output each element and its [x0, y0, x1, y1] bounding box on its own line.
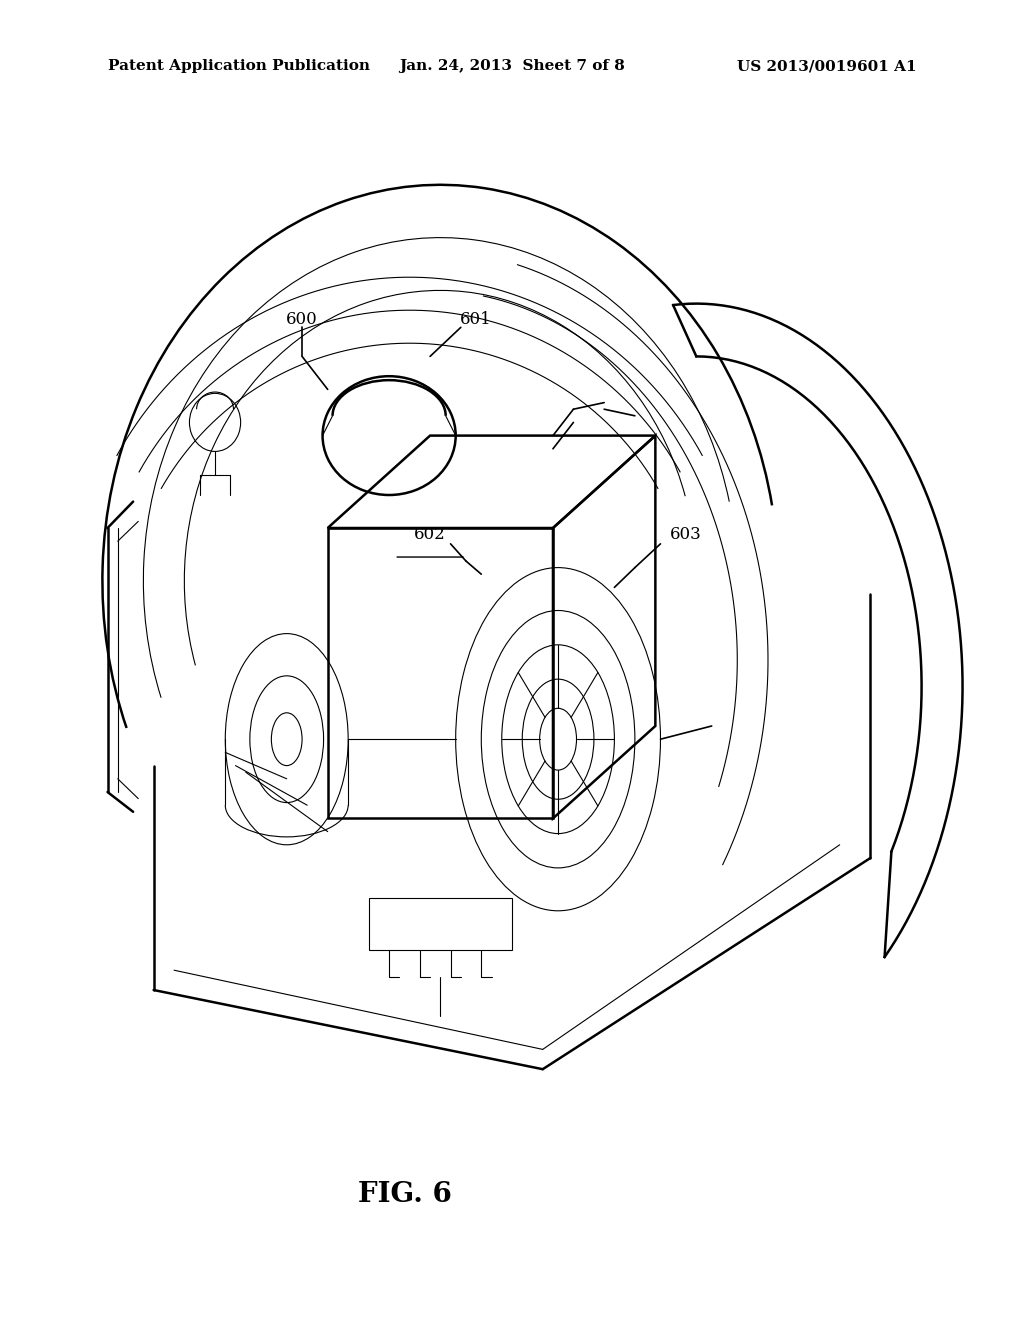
Text: Patent Application Publication: Patent Application Publication — [108, 59, 370, 74]
Text: US 2013/0019601 A1: US 2013/0019601 A1 — [737, 59, 916, 74]
Text: 602: 602 — [414, 527, 446, 543]
Text: 603: 603 — [670, 527, 702, 543]
Text: FIG. 6: FIG. 6 — [357, 1181, 452, 1208]
Text: 601: 601 — [460, 312, 493, 327]
Text: Jan. 24, 2013  Sheet 7 of 8: Jan. 24, 2013 Sheet 7 of 8 — [399, 59, 625, 74]
Text: 600: 600 — [286, 312, 318, 327]
